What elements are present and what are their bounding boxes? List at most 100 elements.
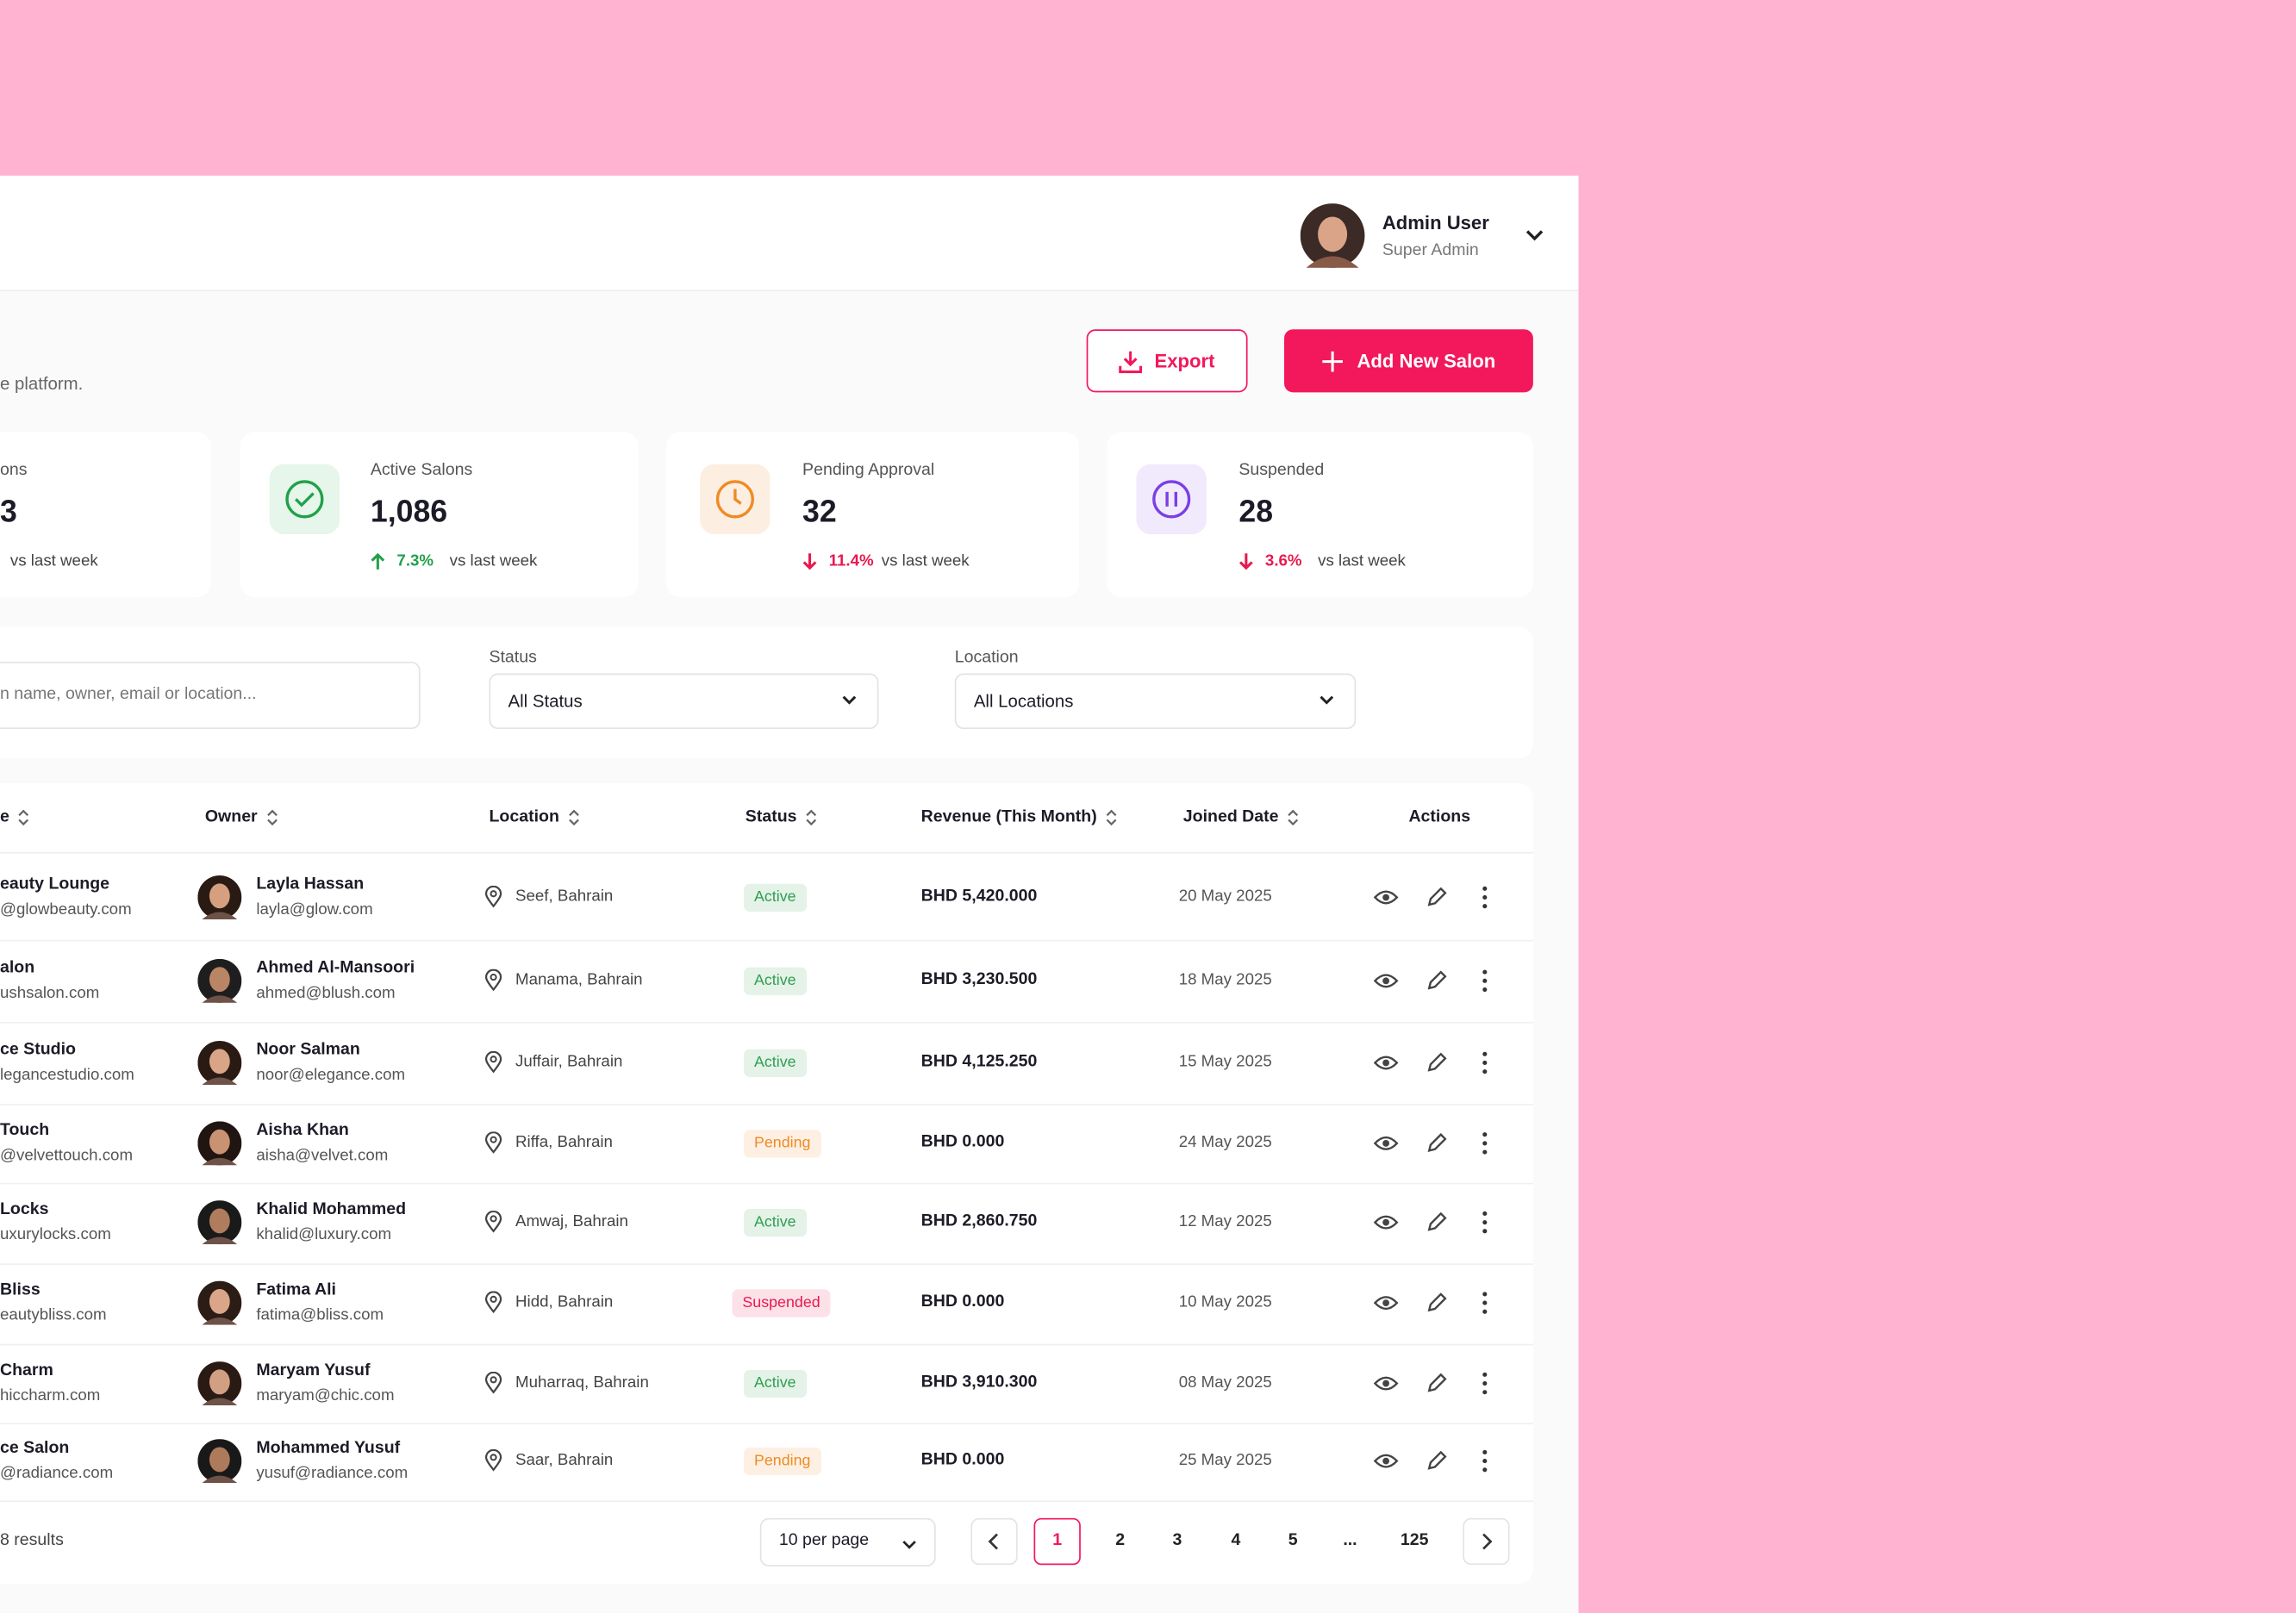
column-header[interactable]: Owner <box>204 808 258 826</box>
revenue: BHD 4,125.250 <box>920 1053 1038 1071</box>
view-action-box[interactable] <box>1373 1212 1399 1233</box>
stat-change: 11.4% <box>828 552 874 570</box>
page-number[interactable]: 3 <box>1172 1531 1182 1549</box>
more-action[interactable] <box>1481 1051 1489 1074</box>
view-action-box[interactable] <box>1373 1292 1399 1313</box>
edit-action[interactable] <box>1426 1211 1447 1233</box>
edit-action-box[interactable] <box>1426 1211 1447 1233</box>
row-divider <box>0 1104 1533 1105</box>
view-action-box[interactable] <box>1373 1451 1399 1472</box>
more-action-box[interactable] <box>1481 1292 1489 1315</box>
location-pin <box>484 1131 502 1154</box>
view-action-box[interactable] <box>1373 1133 1399 1154</box>
add-salon-button[interactable]: Add New Salon <box>1284 329 1533 393</box>
page-number[interactable]: 1 <box>1052 1531 1063 1549</box>
next-page-box[interactable] <box>1463 1517 1510 1566</box>
view-action[interactable] <box>1373 1373 1399 1394</box>
trend-arrow <box>371 552 385 570</box>
more-action[interactable] <box>1481 1292 1489 1315</box>
owner-email: aisha@velvet.com <box>256 1147 389 1165</box>
view-action[interactable] <box>1373 887 1399 908</box>
view-action[interactable] <box>1373 970 1399 991</box>
more-action-box[interactable] <box>1481 886 1489 909</box>
view-action-box[interactable] <box>1373 970 1399 991</box>
more-action-box[interactable] <box>1481 1211 1489 1234</box>
more-action[interactable] <box>1481 969 1489 993</box>
owner-avatar <box>197 1280 242 1325</box>
prev-page-box[interactable] <box>970 1517 1018 1566</box>
more-action[interactable] <box>1481 1449 1489 1473</box>
current-page-box <box>1033 1517 1081 1566</box>
more-action[interactable] <box>1481 1211 1489 1234</box>
edit-action[interactable] <box>1426 970 1447 991</box>
owner-name: Ahmed Al-Mansoori <box>256 959 415 977</box>
view-action[interactable] <box>1373 1292 1399 1313</box>
edit-action[interactable] <box>1426 887 1447 908</box>
edit-action-box[interactable] <box>1426 1373 1447 1394</box>
status-badge: Active <box>744 1208 807 1236</box>
edit-action[interactable] <box>1426 1052 1447 1074</box>
status-filter-label: Status <box>489 649 537 667</box>
column-header[interactable]: Revenue (This Month) <box>920 808 1097 826</box>
location-pin-box <box>484 1131 502 1154</box>
location-text: Muharraq, Bahrain <box>515 1373 649 1392</box>
edit-action[interactable] <box>1426 1292 1447 1313</box>
trend-arrow-box <box>802 552 817 571</box>
next-page[interactable] <box>1463 1517 1510 1566</box>
salon-email: @glowbeauty.com <box>0 900 132 919</box>
edit-action-box[interactable] <box>1426 887 1447 908</box>
stat-compare: vs last week <box>449 552 538 570</box>
prev-page[interactable] <box>970 1517 1018 1566</box>
more-action-box[interactable] <box>1481 1372 1489 1395</box>
page-number[interactable]: 125 <box>1400 1531 1429 1549</box>
edit-action-box[interactable] <box>1426 1133 1447 1154</box>
view-action[interactable] <box>1373 1053 1399 1074</box>
owner-avatar-box <box>197 1200 242 1245</box>
owner-avatar-box <box>197 1361 242 1406</box>
status-select[interactable] <box>489 673 879 730</box>
edit-action-box[interactable] <box>1426 1450 1447 1472</box>
revenue: BHD 5,420.000 <box>920 887 1038 906</box>
edit-action-box[interactable] <box>1426 1292 1447 1313</box>
salon-name: Locks <box>0 1200 49 1218</box>
more-action[interactable] <box>1481 886 1489 909</box>
more-action[interactable] <box>1481 1372 1489 1395</box>
edit-action-box[interactable] <box>1426 970 1447 991</box>
page-number[interactable]: 2 <box>1115 1531 1126 1549</box>
owner-avatar <box>197 875 242 919</box>
page-number[interactable]: 4 <box>1231 1531 1241 1549</box>
edit-action-box[interactable] <box>1426 1052 1447 1074</box>
more-action-box[interactable] <box>1481 1449 1489 1473</box>
more-action[interactable] <box>1481 1131 1489 1155</box>
view-action-box[interactable] <box>1373 887 1399 908</box>
edit-action[interactable] <box>1426 1133 1447 1154</box>
sort-icon <box>266 809 278 826</box>
view-action[interactable] <box>1373 1451 1399 1472</box>
export-button[interactable]: Export <box>1086 329 1248 393</box>
view-action[interactable] <box>1373 1212 1399 1233</box>
per-page-select[interactable] <box>759 1517 936 1566</box>
page-number[interactable]: 5 <box>1288 1531 1298 1549</box>
more-action-box[interactable] <box>1481 1051 1489 1074</box>
stat-icon <box>700 464 771 535</box>
search-input[interactable] <box>0 661 421 730</box>
view-action-box[interactable] <box>1373 1373 1399 1394</box>
more-action-box[interactable] <box>1481 969 1489 993</box>
column-header[interactable]: e <box>0 808 9 826</box>
location-pin <box>484 885 502 908</box>
column-header[interactable]: Status <box>745 808 797 826</box>
more-action-box[interactable] <box>1481 1131 1489 1155</box>
view-action-box[interactable] <box>1373 1053 1399 1074</box>
column-header[interactable]: Joined Date <box>1182 808 1279 826</box>
location-select[interactable] <box>954 673 1357 730</box>
salon-email: eautybliss.com <box>0 1306 107 1324</box>
row-divider <box>0 1423 1533 1425</box>
export-label: Export <box>1154 350 1215 372</box>
status-badge: Suspended <box>732 1289 831 1317</box>
user-menu-toggle[interactable] <box>1525 227 1545 244</box>
view-action[interactable] <box>1373 1133 1399 1154</box>
column-header[interactable]: Location <box>489 808 559 826</box>
owner-name: Noor Salman <box>256 1041 360 1059</box>
edit-action[interactable] <box>1426 1373 1447 1394</box>
edit-action[interactable] <box>1426 1450 1447 1472</box>
